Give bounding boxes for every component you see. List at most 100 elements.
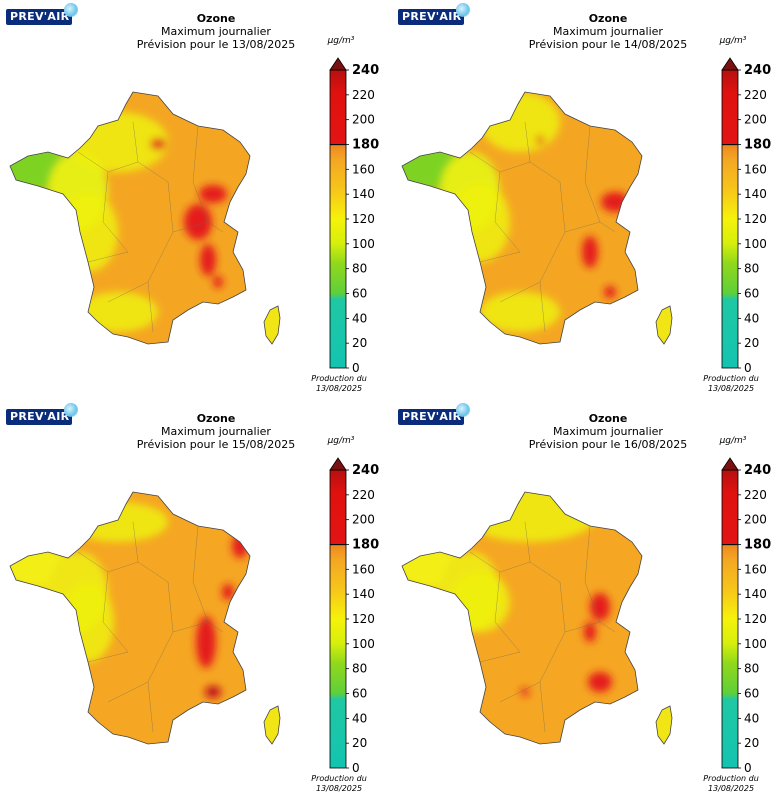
colorbar-tick-label: 180 [744,138,771,153]
colorbar-tick-label: 220 [352,488,375,502]
logo-swirl-icon [456,403,470,417]
colorbar-tick-label: 160 [744,162,767,176]
colorbar: μg/m³ 0 20 40 60 80 100 120 140 160 180 200 220 240 … [311,0,392,400]
colorbar-tick-label: 0 [352,761,360,775]
production-label: Production du [703,374,759,383]
region-border [469,551,561,583]
colorbar-tick-label: 40 [744,711,759,725]
colorbar-tick-label: 80 [352,662,367,676]
concentration-patch [460,492,600,542]
production-note: Production du 13/08/2025 [696,374,766,393]
logo-text: PREV'AIR [10,10,70,23]
concentration-field [402,92,642,344]
ozone-hotspot [536,136,544,144]
colorbar-max-arrow [721,57,739,71]
production-label: Production du [311,774,367,783]
ozone-hotspot [150,138,166,150]
colorbar-svg: 0 20 40 60 80 100 120 140 160 180 200 220 240 [329,457,379,775]
colorbar-gradient [329,469,347,769]
colorbar-tick-label: 20 [744,736,759,750]
colorbar-tick-label: 240 [352,63,379,78]
ozone-hotspot [604,286,616,298]
colorbar-tick-label: 80 [744,262,759,276]
logo-text: PREV'AIR [402,410,462,423]
colorbar-tick-label: 60 [352,687,367,701]
concentration-patch [68,502,168,542]
region-border [539,581,566,733]
region-border [469,151,561,183]
colorbar-tick-label: 100 [352,237,375,251]
ozone-hotspot [222,584,234,600]
colorbar-tick-label: 180 [744,538,771,553]
ozone-hotspot [584,622,596,642]
region-border [132,521,139,563]
colorbar-tick-label: 100 [744,637,767,651]
colorbar-tick-label: 120 [352,212,375,226]
production-note: Production du 13/08/2025 [696,774,766,793]
region-border [494,571,521,653]
colorbar-tick-label: 120 [744,612,767,626]
ozone-hotspot [521,688,529,696]
colorbar-tick-label: 40 [744,311,759,325]
colorbar-tick-label: 20 [352,736,367,750]
colorbar-max-arrow [721,457,739,471]
colorbar-tick-label: 200 [352,113,375,127]
colorbar-tick-label: 200 [352,513,375,527]
production-date: 13/08/2025 [315,783,363,793]
colorbar-svg: 0 20 40 60 80 100 120 140 160 180 200 220 240 [721,57,771,375]
corsica-region [655,705,673,745]
colorbar-svg: 0 20 40 60 80 100 120 140 160 180 200 220 240 [329,57,379,375]
region-border [584,525,601,623]
corsica-region [655,305,673,345]
panel-pollutant: Ozone [588,12,628,25]
colorbar-tick-label: 100 [352,637,375,651]
region-border [479,651,521,663]
france-outline [9,491,251,745]
colorbar-tick-label: 140 [352,187,375,201]
france-outline [401,91,643,345]
region-border [107,281,149,303]
colorbar-tick-label: 120 [744,212,767,226]
forecast-panel-4: PREV'AIR Ozone Maximum journalier Prévis… [392,400,784,800]
colorbar-tick-label: 40 [352,311,367,325]
region-border [147,581,174,733]
colorbar-tick-label: 220 [744,488,767,502]
colorbar-tick-label: 160 [352,562,375,576]
ozone-hotspot [582,236,598,268]
concentration-field [402,492,642,744]
colorbar-tick-label: 40 [352,711,367,725]
colorbar-tick-label: 140 [352,587,375,601]
panel-forecast-date: Prévision pour le 15/08/2025 [136,438,296,451]
logo-swirl-icon [64,3,78,17]
colorbar-tick-label: 160 [744,562,767,576]
concentration-patch [450,572,510,632]
colorbar-tick-label: 200 [744,513,767,527]
ozone-hotspot [601,192,629,212]
concentration-field [10,492,250,744]
colorbar-unit: μg/m³ [327,436,355,446]
region-border [77,151,169,183]
region-border [524,121,531,163]
france-ozone-map [9,91,281,345]
panel-pollutant: Ozone [588,412,628,425]
france-outline [401,491,643,745]
production-date: 13/08/2025 [707,783,755,793]
region-border [102,171,129,253]
france-outline [9,91,251,345]
colorbar-tick-label: 240 [744,463,771,478]
colorbar-max-arrow [329,57,347,71]
ozone-hotspot [184,204,212,240]
panel-forecast-date: Prévision pour le 13/08/2025 [136,38,296,51]
colorbar-unit: μg/m³ [327,36,355,46]
production-date: 13/08/2025 [707,383,755,393]
colorbar-tick-label: 180 [352,538,379,553]
ozone-hotspot [213,276,223,288]
production-label: Production du [311,374,367,383]
colorbar-unit: μg/m³ [719,436,747,446]
colorbar-tick-label: 60 [744,687,759,701]
ozone-hotspot [588,672,612,692]
prevair-logo: PREV'AIR [398,3,470,25]
colorbar-tick-label: 180 [352,138,379,153]
region-border [107,681,149,703]
colorbar-gradient [721,469,739,769]
